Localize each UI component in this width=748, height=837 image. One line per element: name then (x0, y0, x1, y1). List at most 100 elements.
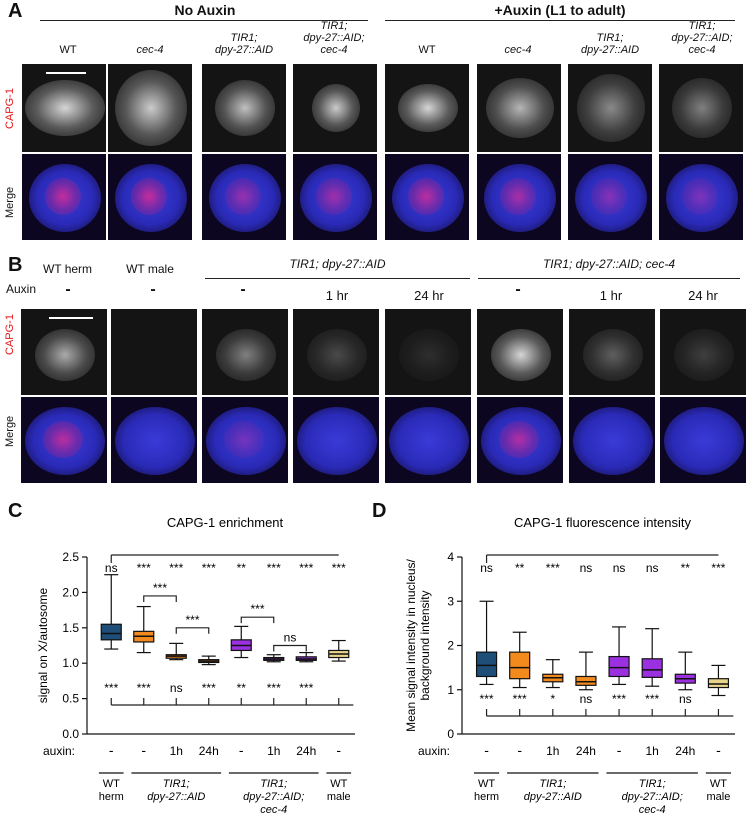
panel-b-letter: B (8, 254, 23, 276)
sig-label-top: ns (646, 561, 659, 575)
panel-b-auxin-value: 1 hr (599, 288, 623, 303)
nucleus-dapi (115, 407, 195, 475)
auxin-row-value: - (517, 742, 522, 758)
panel-a-column-label: cec-4 (136, 44, 164, 56)
capg1-overlay (224, 420, 264, 458)
comparison-sig-label: *** (153, 581, 167, 595)
y-axis-label: Mean signal intensity in nucleus/backgro… (404, 558, 432, 731)
sig-label-bottom: *** (267, 681, 281, 695)
panel-b-group2-title: TIR1; dpy-27::AID; cec-4 (542, 257, 676, 271)
y-tick-label: 4 (447, 550, 454, 564)
capg1-overlay (500, 177, 537, 215)
micrograph-cell (476, 63, 562, 153)
group-label: WT male (327, 778, 351, 803)
sig-label-top: ** (681, 561, 691, 575)
capg1-overlay (499, 420, 539, 458)
micrograph-cell (20, 308, 108, 396)
micrograph-cell (107, 153, 193, 241)
panel-b-auxin-value: - (240, 281, 246, 298)
box (575, 675, 597, 686)
micrograph-cell (21, 153, 107, 241)
nucleus-dapi (206, 407, 286, 475)
sig-label-top: *** (202, 561, 216, 575)
micrograph-cell (476, 153, 562, 241)
y-tick-label: 0 (447, 727, 454, 741)
auxin-row-value: - (716, 742, 721, 758)
sig-label-top: ns (613, 561, 626, 575)
capg1-overlay (43, 420, 83, 458)
sig-label-bottom: *** (104, 681, 118, 695)
panel-a-column-label: TIR1; dpy-27::AID; cec-4 (671, 20, 733, 56)
capg1-overlay (316, 177, 353, 215)
auxin-row-value: 1h (546, 744, 559, 758)
sig-label-top: ns (480, 561, 493, 575)
panel-b-group1-title: TIR1; dpy-27::AID (289, 257, 386, 271)
micrograph-cell (201, 153, 287, 241)
panel-a-column-label: TIR1; dpy-27::AID (214, 32, 274, 56)
micrograph-cell (384, 63, 470, 153)
micrograph-cell (658, 153, 744, 241)
sig-label-bottom: *** (612, 692, 626, 706)
box (641, 658, 663, 678)
y-tick-label: 3 (447, 594, 454, 608)
auxin-row-value: - (239, 742, 244, 758)
group-label: TIR1; dpy-27::AID; cec-4 (622, 778, 683, 816)
panel-a-group1-title: No Auxin (174, 2, 236, 18)
panel-b-auxin-value: - (515, 281, 521, 298)
box (100, 623, 122, 641)
chart-title: CAPG-1 fluorescence intensity (514, 515, 692, 530)
comparison-bracket (240, 616, 275, 624)
auxin-row-value: - (109, 742, 114, 758)
panel-a-column-label: cec-4 (504, 44, 532, 56)
micrograph-cell (659, 396, 747, 484)
scale-bar (46, 72, 86, 74)
panel-b-auxin-value: - (65, 281, 71, 298)
micrograph-cell (201, 396, 289, 484)
panel-a-column-label: WT (418, 44, 436, 56)
y-tick-label: 2.5 (62, 550, 79, 564)
micrograph-cell (292, 396, 380, 484)
micrograph-cell (110, 308, 198, 396)
micrograph-cell (292, 308, 380, 396)
nucleus-signal (674, 329, 734, 381)
comparison-sig-label: *** (250, 602, 264, 616)
sig-label-top: ns (105, 561, 118, 575)
auxin-row-label: auxin: (418, 744, 450, 758)
sig-label-top: *** (546, 561, 560, 575)
panel-b-wt-male-label: WT male (126, 262, 174, 276)
y-tick-label: 0.0 (62, 727, 79, 741)
micrograph-cell (201, 63, 287, 153)
panel-c-letter: C (8, 500, 23, 522)
box (608, 655, 630, 678)
chart-d-capg1-intensity: CAPG-1 fluorescence intensity 0 1 2 3 4 Mean s… (404, 515, 735, 816)
capg1-overlay (45, 177, 82, 215)
nucleus-signal (491, 329, 551, 381)
auxin-row-value: 24h (199, 744, 219, 758)
sig-label-top: *** (299, 561, 313, 575)
micrograph-cell (476, 396, 564, 484)
box (475, 651, 498, 678)
nucleus-signal (35, 329, 95, 381)
panel-a-group2-title: +Auxin (L1 to adult) (494, 2, 626, 18)
y-tick-label: 1.5 (62, 621, 79, 635)
panel-d-letter: D (372, 500, 387, 522)
panel-b-auxin-value: - (150, 281, 156, 298)
panel-b-auxin-value: 24 hr (414, 288, 444, 303)
nucleus-dapi (575, 164, 647, 232)
group-label: TIR1; dpy-27::AID; cec-4 (243, 778, 304, 816)
auxin-row-value: - (336, 742, 341, 758)
sig-label-bottom: ns (679, 692, 692, 706)
comparison-sig-label: *** (185, 613, 199, 627)
auxin-row-value: 24h (296, 744, 316, 758)
sig-label-bottom: *** (202, 681, 216, 695)
sig-label-top: *** (267, 561, 281, 575)
nucleus-dapi (666, 164, 738, 232)
panel-a-column-label: WT (59, 44, 77, 56)
auxin-row-value: 1h (646, 744, 659, 758)
sig-label-top: *** (711, 561, 725, 575)
auxin-row-value: - (141, 742, 146, 758)
auxin-row-value: 1h (267, 744, 280, 758)
sig-label-top: ns (580, 561, 593, 575)
sig-label-top: *** (137, 561, 151, 575)
chart-title: CAPG-1 enrichment (167, 515, 284, 530)
